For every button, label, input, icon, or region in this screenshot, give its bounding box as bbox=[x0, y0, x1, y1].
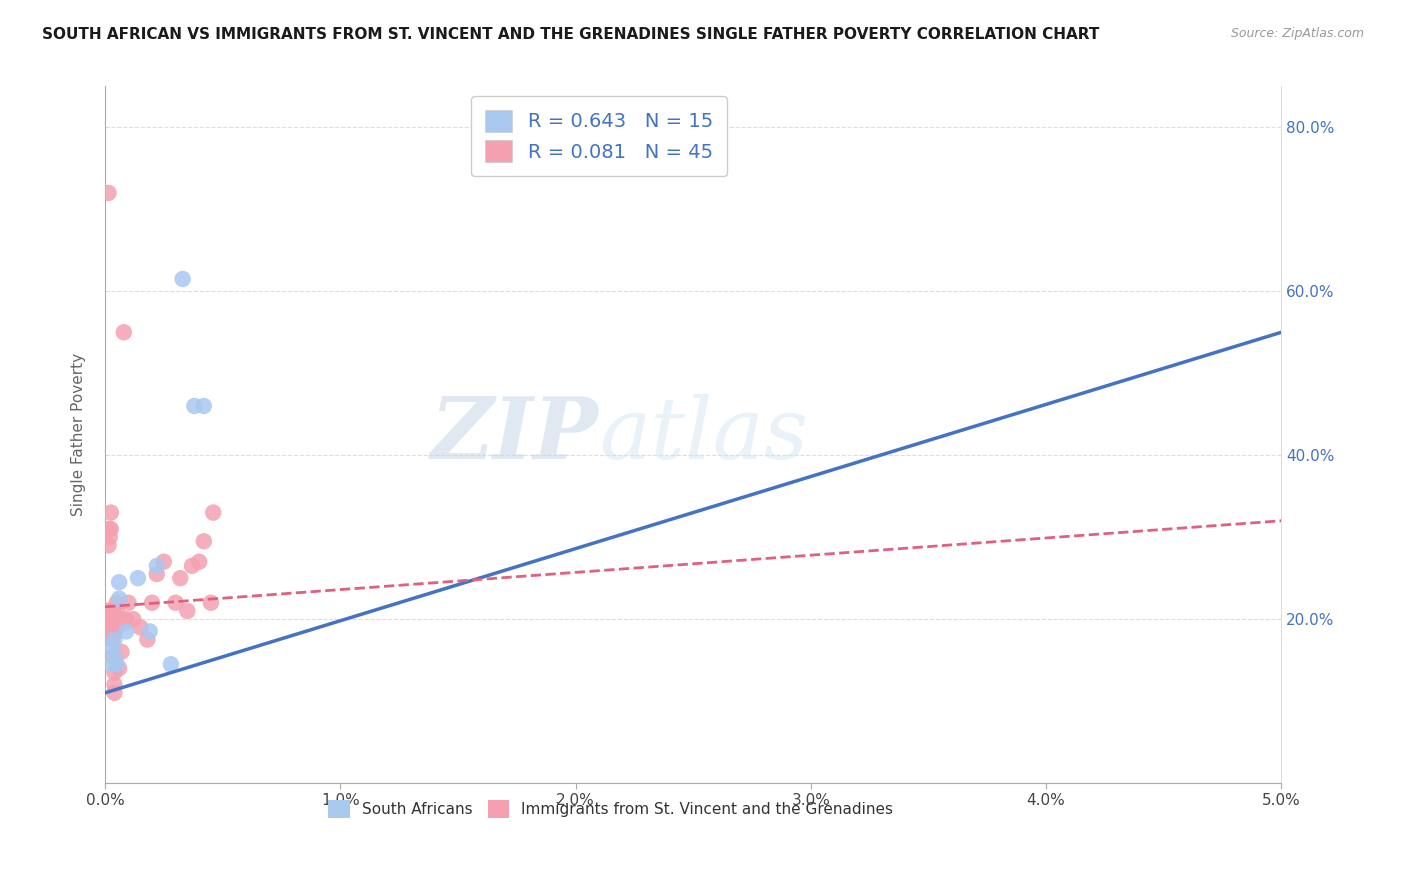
Point bbox=[105, 657, 128, 672]
Point bbox=[160, 657, 183, 672]
Point bbox=[176, 604, 198, 618]
Point bbox=[105, 604, 128, 618]
Point bbox=[165, 596, 187, 610]
Point bbox=[103, 632, 125, 647]
Point bbox=[136, 632, 159, 647]
Point bbox=[104, 612, 127, 626]
Point bbox=[129, 620, 152, 634]
Point bbox=[145, 567, 167, 582]
Text: SOUTH AFRICAN VS IMMIGRANTS FROM ST. VINCENT AND THE GRENADINES SINGLE FATHER PO: SOUTH AFRICAN VS IMMIGRANTS FROM ST. VIN… bbox=[42, 27, 1099, 42]
Point bbox=[103, 648, 125, 663]
Text: atlas: atlas bbox=[599, 393, 808, 476]
Point bbox=[127, 571, 149, 585]
Point bbox=[108, 575, 131, 590]
Point bbox=[117, 596, 139, 610]
Point bbox=[110, 645, 132, 659]
Point bbox=[103, 678, 125, 692]
Point bbox=[98, 612, 121, 626]
Point bbox=[103, 686, 125, 700]
Point bbox=[183, 399, 205, 413]
Point bbox=[200, 596, 222, 610]
Point bbox=[122, 612, 145, 626]
Point bbox=[115, 612, 138, 626]
Point bbox=[202, 506, 225, 520]
Point bbox=[193, 399, 215, 413]
Point bbox=[112, 616, 135, 631]
Point bbox=[193, 534, 215, 549]
Point bbox=[112, 325, 135, 339]
Point bbox=[97, 522, 120, 536]
Y-axis label: Single Father Poverty: Single Father Poverty bbox=[72, 353, 86, 516]
Text: ZIP: ZIP bbox=[432, 393, 599, 476]
Point bbox=[108, 591, 131, 606]
Point bbox=[141, 596, 163, 610]
Point bbox=[103, 628, 125, 642]
Point bbox=[94, 604, 117, 618]
Point bbox=[98, 530, 121, 544]
Point bbox=[97, 186, 120, 200]
Point bbox=[101, 612, 124, 626]
Point bbox=[101, 640, 124, 655]
Point bbox=[105, 596, 128, 610]
Point bbox=[101, 657, 124, 672]
Point bbox=[108, 661, 131, 675]
Point bbox=[110, 612, 132, 626]
Point bbox=[98, 604, 121, 618]
Point bbox=[103, 604, 125, 618]
Point bbox=[188, 555, 211, 569]
Point bbox=[101, 632, 124, 647]
Point bbox=[101, 648, 124, 663]
Point bbox=[153, 555, 176, 569]
Legend: South Africans, Immigrants from St. Vincent and the Grenadines: South Africans, Immigrants from St. Vinc… bbox=[322, 794, 900, 824]
Point bbox=[138, 624, 160, 639]
Point bbox=[100, 522, 122, 536]
Point bbox=[103, 665, 125, 680]
Point bbox=[97, 538, 120, 552]
Point bbox=[104, 620, 127, 634]
Point bbox=[145, 558, 167, 573]
Point bbox=[96, 620, 118, 634]
Point bbox=[169, 571, 191, 585]
Point bbox=[172, 272, 194, 286]
Point bbox=[96, 604, 118, 618]
Text: Source: ZipAtlas.com: Source: ZipAtlas.com bbox=[1230, 27, 1364, 40]
Point bbox=[105, 620, 128, 634]
Point bbox=[181, 558, 204, 573]
Point bbox=[115, 624, 138, 639]
Point bbox=[100, 506, 122, 520]
Point bbox=[101, 604, 124, 618]
Point bbox=[96, 620, 118, 634]
